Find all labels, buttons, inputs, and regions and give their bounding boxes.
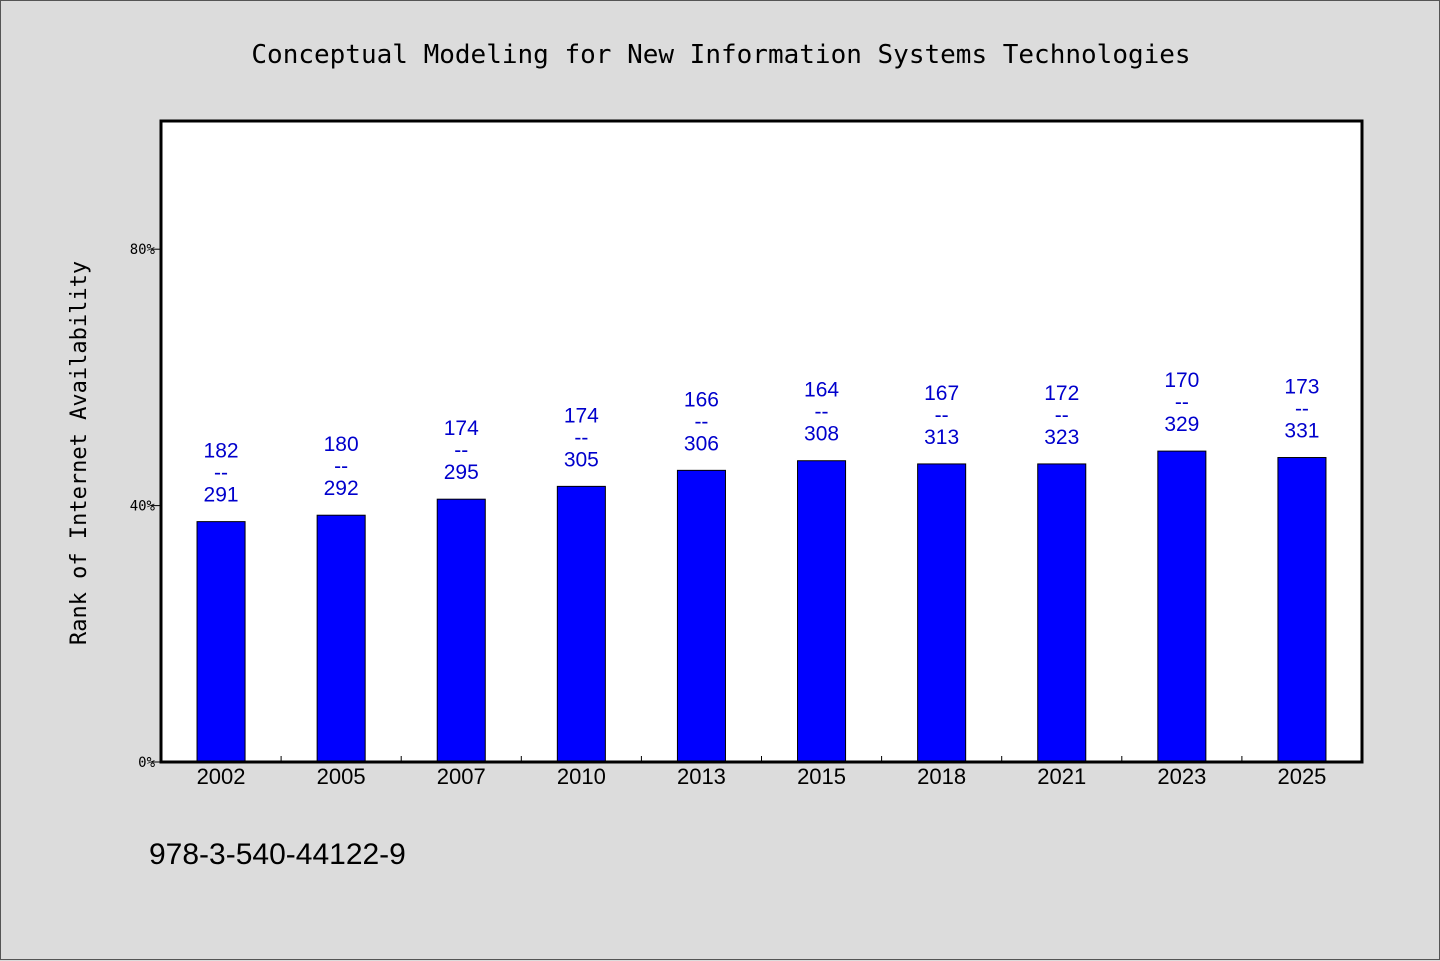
data-label-bottom-2007: 295 (444, 461, 479, 484)
y-tick-label-0: 0% (138, 755, 155, 771)
bar-2021 (1037, 463, 1087, 763)
data-label-bottom-2005: 292 (324, 477, 359, 500)
data-label-sep-2007: -- (454, 439, 468, 462)
data-label-top-2013: 166 (684, 388, 719, 411)
data-label-top-2007: 174 (444, 417, 479, 440)
data-label-top-2002: 182 (204, 440, 239, 463)
x-tick-label-2010: 2010 (557, 764, 606, 789)
y-axis-label: Rank of Internet Availability (67, 261, 92, 645)
data-label-sep-2005: -- (334, 455, 348, 478)
data-label-sep-2010: -- (574, 426, 588, 449)
data-label-top-2005: 180 (324, 433, 359, 456)
bar-2010 (556, 485, 606, 763)
x-tick-label-2007: 2007 (437, 764, 486, 789)
data-label-top-2010: 174 (564, 404, 599, 427)
x-tick-label-2018: 2018 (917, 764, 966, 789)
y-axis: 0% 40% 80% (130, 242, 161, 771)
data-label-bottom-2015: 308 (804, 423, 839, 446)
x-axis: 2002 2005 2007 2010 2013 2015 2018 2021 2023 2025 (197, 756, 1326, 789)
data-label-top-2025: 173 (1284, 376, 1319, 399)
x-tick-label-2015: 2015 (797, 764, 846, 789)
plot-frame (159, 119, 1364, 764)
y-tick-label-40: 40% (130, 499, 156, 515)
data-label-sep-2002: -- (214, 462, 228, 485)
x-tick-label-2025: 2025 (1277, 764, 1326, 789)
data-label-sep-2023: -- (1175, 391, 1189, 414)
data-label-bottom-2018: 313 (924, 426, 959, 449)
y-tick-label-80: 80% (130, 242, 156, 258)
footer-isbn: 978-3-540-44122-9 (149, 838, 406, 871)
data-label-sep-2021: -- (1055, 404, 1069, 427)
x-tick-label-2002: 2002 (197, 764, 246, 789)
data-label-bottom-2013: 306 (684, 432, 719, 455)
data-label-sep-2015: -- (815, 401, 829, 424)
data-label-top-2015: 164 (804, 379, 839, 402)
data-label-top-2023: 170 (1164, 369, 1199, 392)
data-label-sep-2025: -- (1295, 398, 1309, 421)
bars-layer (196, 450, 1327, 763)
data-label-bottom-2023: 329 (1164, 413, 1199, 436)
bar-2007 (436, 498, 486, 763)
x-tick-label-2013: 2013 (677, 764, 726, 789)
chart-title: Conceptual Modeling for New Information … (251, 40, 1190, 70)
x-tick-label-2005: 2005 (317, 764, 366, 789)
bar-2005 (316, 514, 366, 763)
bar-2025 (1277, 457, 1327, 763)
data-label-sep-2013: -- (694, 410, 708, 433)
data-label-bottom-2002: 291 (204, 484, 239, 507)
data-label-bottom-2025: 331 (1284, 420, 1319, 443)
data-label-top-2018: 167 (924, 382, 959, 405)
bar-2015 (797, 460, 847, 763)
data-label-bottom-2010: 305 (564, 448, 599, 471)
bar-2002 (196, 521, 246, 763)
data-label-bottom-2021: 323 (1044, 426, 1079, 449)
bar-2013 (676, 469, 726, 763)
bar-2023 (1157, 450, 1207, 763)
data-label-sep-2018: -- (935, 404, 949, 427)
data-labels: 182--291180--292174--295174--305166--306… (204, 369, 1320, 507)
data-label-top-2021: 172 (1044, 382, 1079, 405)
x-tick-label-2021: 2021 (1037, 764, 1086, 789)
bar-2018 (917, 463, 967, 763)
x-tick-label-2023: 2023 (1157, 764, 1206, 789)
